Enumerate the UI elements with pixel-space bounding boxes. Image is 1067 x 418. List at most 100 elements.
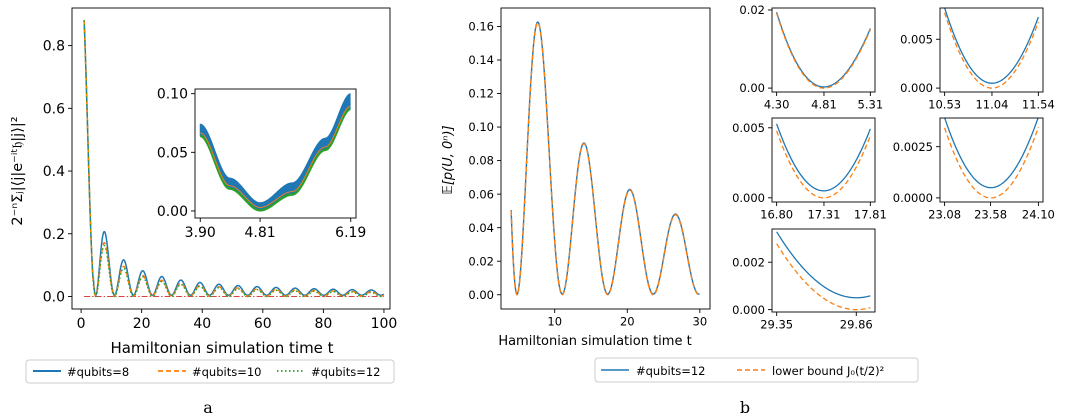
x-tick-label: 20 (620, 315, 635, 329)
y-tick-label: 0.0 (43, 289, 65, 305)
x-tick-label: 40 (193, 316, 211, 332)
x-tick-label: 17.31 (807, 208, 840, 222)
panel-b-subplot-5: 29.35 29.86 0.000 0.002 (732, 228, 876, 332)
plot-area (772, 8, 875, 92)
x-tick-label: 16.80 (760, 208, 793, 222)
legend-label-bound: lower bound J₀(t/2)² (772, 364, 884, 378)
x-tick-label: 4.81 (811, 98, 837, 112)
y-tick-label: 0.000 (732, 303, 765, 317)
x-tick-label: 11.54 (1022, 98, 1055, 112)
panel-a-label: a (203, 398, 213, 417)
panel-b-ylabel: 𝔼[p(U, 0ⁿ)] (441, 125, 456, 194)
x-tick-label: 3.90 (185, 225, 216, 241)
y-tick-label: 0.00 (468, 288, 494, 302)
x-tick-label: 10 (547, 315, 562, 329)
panel-b-subplot-4: 23.08 23.58 24.10 0.0000 0.0025 (893, 117, 1055, 222)
x-tick-label: 17.81 (854, 208, 887, 222)
y-tick-label: 0.005 (900, 32, 933, 46)
x-tick-label: 24.10 (1022, 208, 1055, 222)
series-lower-bound (776, 130, 871, 199)
series-qubits-12 (944, 118, 1039, 189)
axes-frame (194, 88, 357, 219)
y-tick-label: 0.00 (739, 81, 765, 95)
y-tick-label: 0.16 (468, 20, 494, 34)
y-tick-label: 0.002 (732, 255, 765, 269)
legend-label-qubits12: #qubits=12 (636, 364, 706, 378)
y-tick-label: 0.08 (468, 154, 494, 168)
panel-b-subplot-3: 16.80 17.31 17.81 0.000 0.005 (732, 117, 887, 222)
x-tick-label: 6.19 (335, 225, 366, 241)
axes-frame (771, 117, 876, 203)
plot-area (940, 8, 1043, 92)
y-tick-label: 0.02 (468, 254, 494, 268)
series-qubits-12 (776, 123, 871, 192)
x-tick-label: 29.35 (760, 318, 793, 332)
axes-frame (939, 117, 1044, 203)
y-tick-label: 0.0025 (893, 140, 933, 154)
axes-frame (771, 7, 876, 93)
legend-frame (25, 359, 395, 384)
x-tick-label: 5.31 (858, 98, 884, 112)
plot-area (501, 8, 710, 309)
x-tick-label: 29.86 (840, 318, 873, 332)
series-line (83, 20, 385, 297)
panel-b-subplot-2: 10.53 11.04 11.54 0.000 0.005 (900, 7, 1055, 112)
y-tick-label: 0.6 (43, 101, 65, 117)
x-tick-label: 100 (371, 316, 398, 332)
y-tick-label: 0.02 (739, 3, 765, 17)
panel-b-legend: #qubits=12 lower bound J₀(t/2)² (594, 357, 919, 383)
y-tick-label: 0.4 (43, 164, 65, 180)
panel-a-ylabel: 2⁻ⁿΣⱼ|⟨j|e⁻ⁱᵗ𝔥|j⟩|² (10, 116, 26, 225)
plot-area (940, 118, 1043, 202)
y-tick-label: 0.005 (732, 121, 765, 135)
panel-b-subplot-1: 4.30 4.81 5.31 0.00 0.02 (739, 3, 883, 111)
series-line (510, 21, 700, 296)
series-lower-bound (943, 126, 1040, 199)
y-tick-label: 0.10 (157, 87, 188, 103)
panel-a-xlabel: Hamiltonian simulation time t (110, 339, 333, 357)
y-tick-label: 0.0000 (893, 191, 933, 205)
series-qubits-12 (944, 8, 1039, 84)
x-tick-label: 4.30 (764, 98, 790, 112)
y-tick-label: 0.06 (468, 187, 494, 201)
band-qubits-12 (199, 107, 351, 212)
y-tick-label: 0.12 (468, 87, 494, 101)
x-tick-label: 0 (77, 316, 86, 332)
panel-a-inset: 3.90 4.81 6.19 0.00 0.05 0.10 (157, 87, 367, 241)
plot-area (772, 229, 875, 312)
plot-area (772, 118, 875, 202)
legend-label-8: #qubits=8 (67, 365, 129, 379)
x-tick-label: 30 (693, 315, 708, 329)
y-tick-label: 0.2 (43, 227, 65, 243)
axes-frame (500, 7, 711, 310)
x-tick-label: 23.08 (928, 208, 961, 222)
y-tick-label: 0.000 (900, 81, 933, 95)
panel-b-label: b (740, 398, 750, 417)
x-tick-label: 60 (254, 316, 272, 332)
series-lower-bound (776, 243, 871, 311)
band-qubits-10 (200, 105, 351, 208)
y-tick-label: 0.04 (468, 221, 494, 235)
panel-a: 0 20 40 60 80 100 0.0 0.2 0.4 0.6 0.8 3.90 4.81 6.19… (10, 7, 398, 417)
x-tick-label: 4.81 (244, 225, 275, 241)
y-tick-label: 0.05 (157, 145, 188, 161)
y-tick-label: 0.10 (468, 120, 494, 134)
y-tick-label: 0.8 (43, 39, 65, 55)
axes-frame (771, 228, 876, 313)
x-tick-label: 23.58 (974, 208, 1007, 222)
x-tick-label: 10.53 (928, 98, 961, 112)
y-tick-label: 0.14 (468, 53, 494, 67)
axes-frame (939, 7, 1044, 93)
panel-b: 10 20 30 0.00 0.02 0.04 0.06 0.08 0.10 0.12 0.14 0.… (441, 3, 1055, 417)
series-qubits-12 (776, 231, 871, 299)
axes-frame (71, 7, 391, 310)
legend-label-10: #qubits=10 (192, 365, 262, 379)
x-tick-label: 11.04 (975, 98, 1008, 112)
panel-b-xlabel: Hamiltonian simulation time t (498, 334, 691, 349)
series-lower-bound (776, 13, 871, 89)
x-tick-label: 80 (314, 316, 332, 332)
series-lower-bound (944, 12, 1039, 89)
x-tick-label: 20 (133, 316, 151, 332)
panel-a-legend: #qubits=8 #qubits=10 #qubits=12 (25, 359, 395, 384)
